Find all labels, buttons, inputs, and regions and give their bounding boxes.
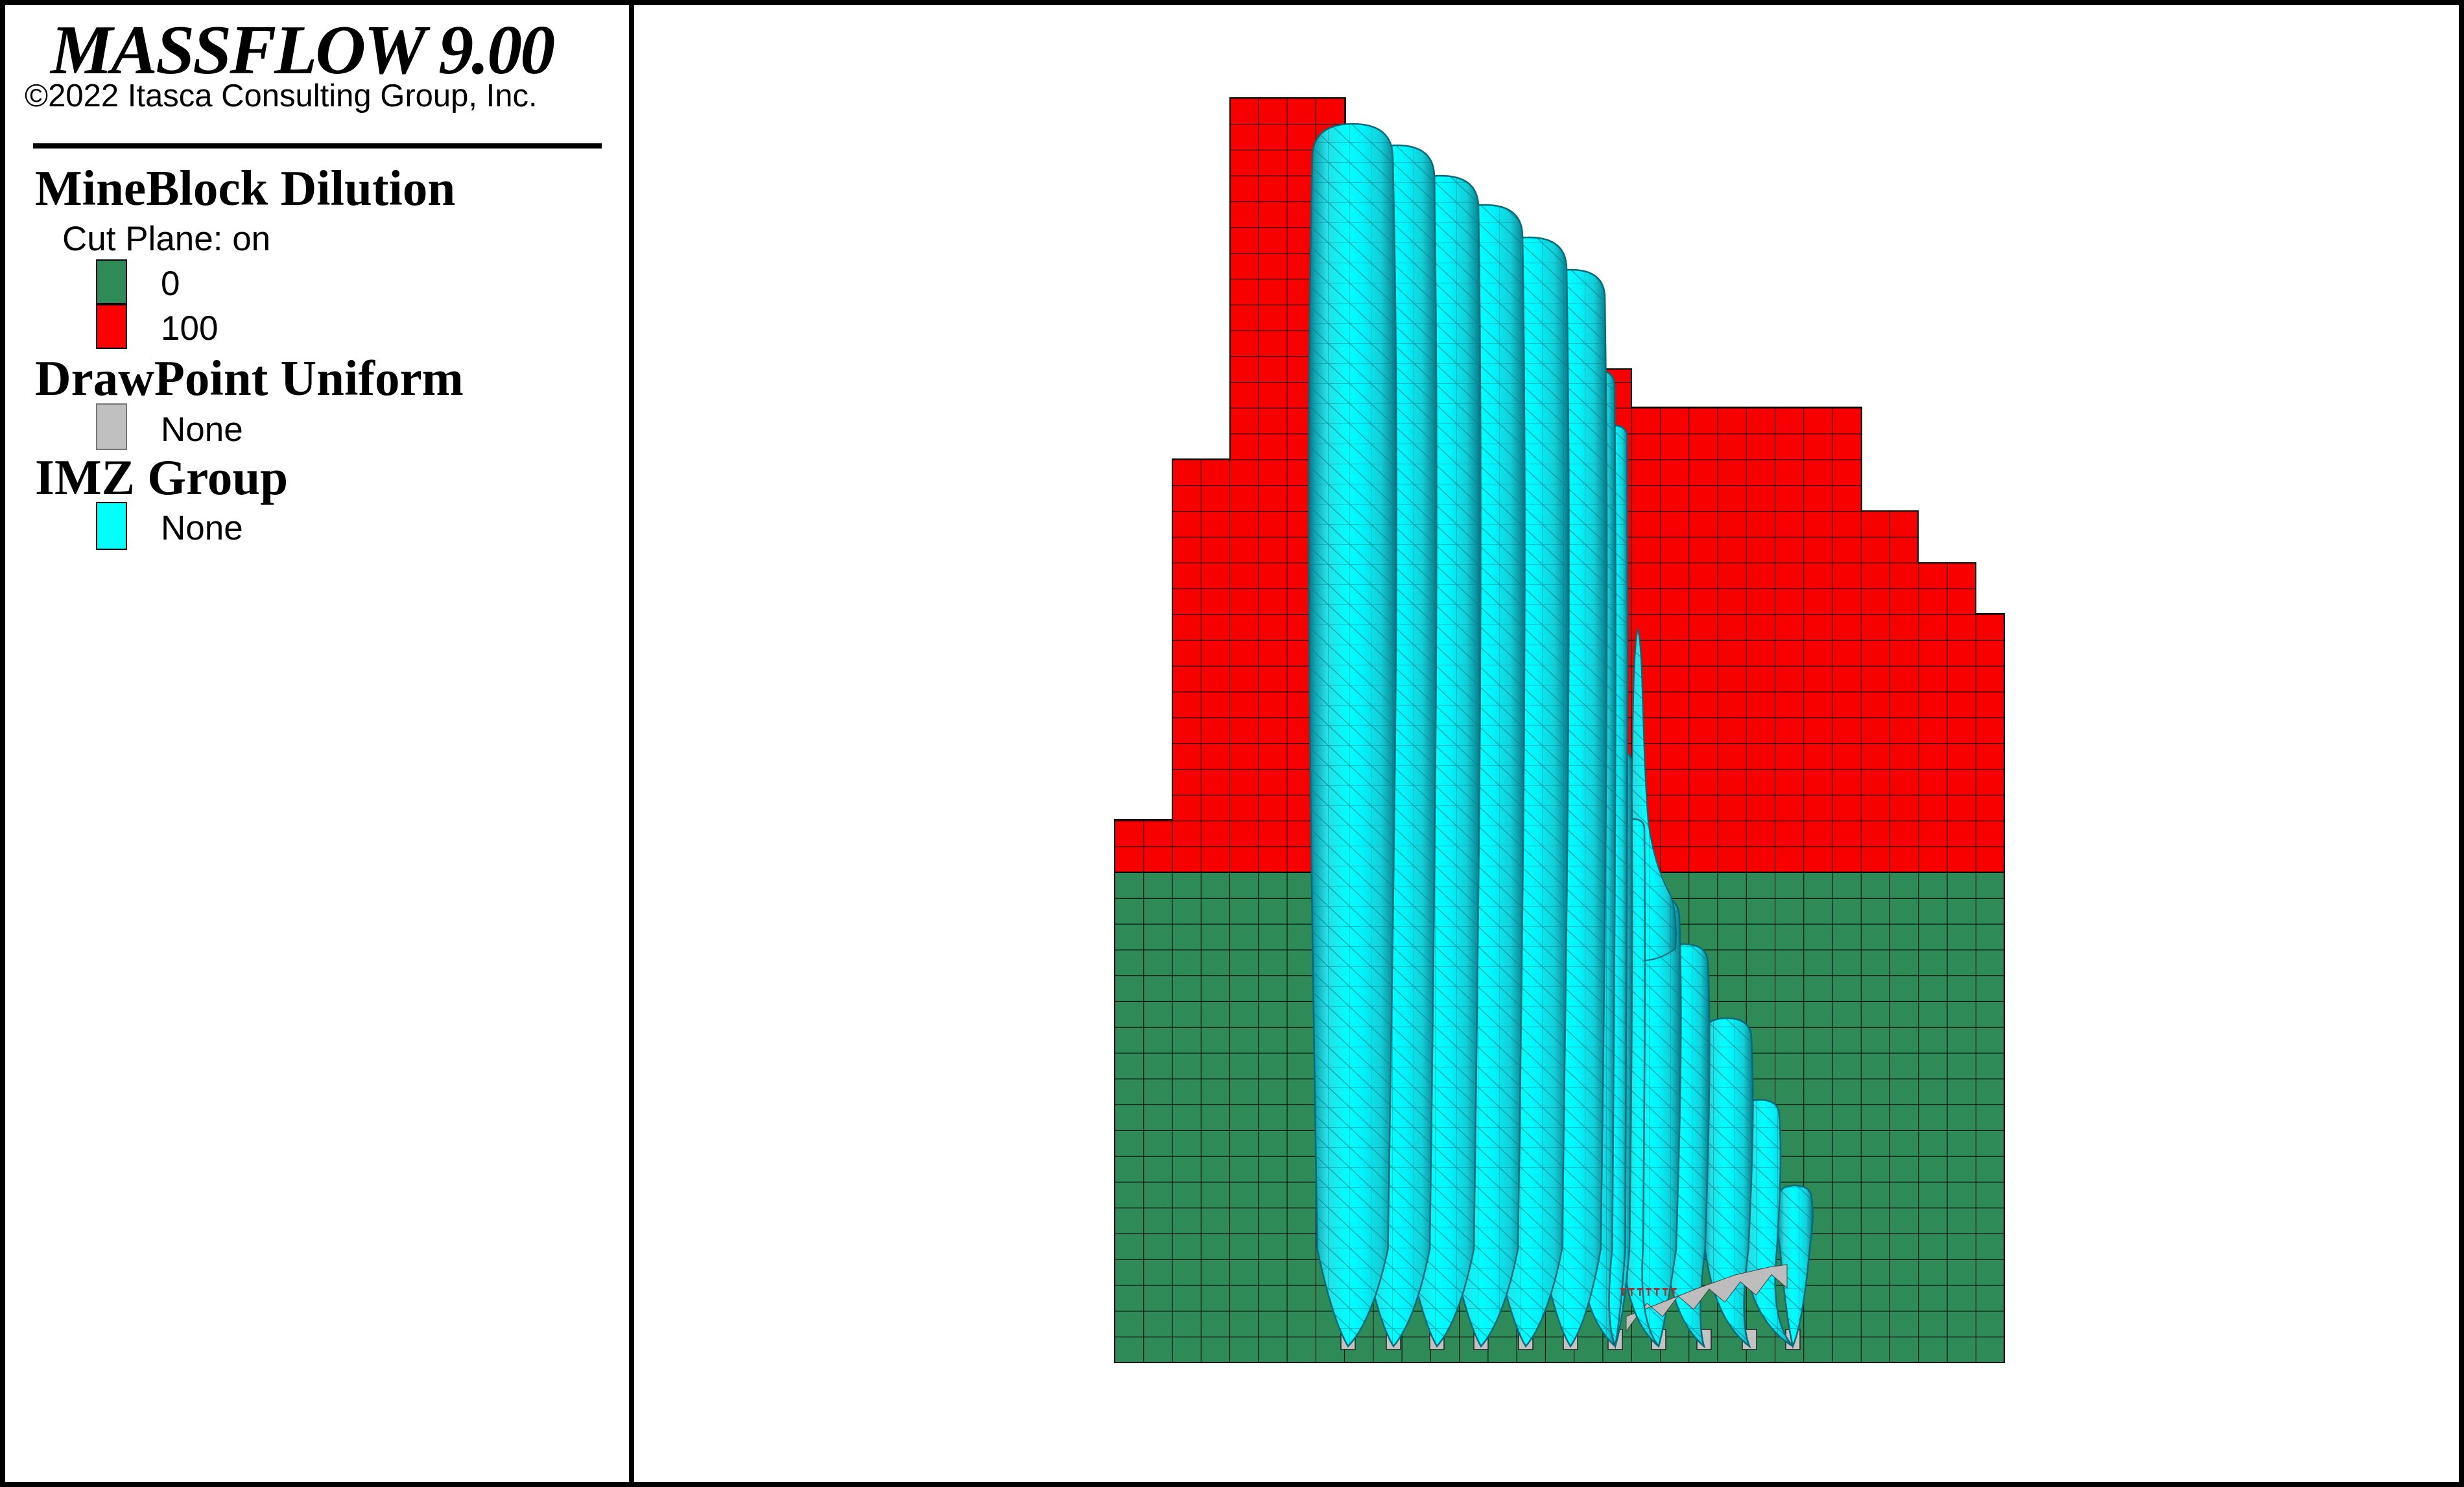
legend-section-drawpoint-title: DrawPoint Uniform bbox=[35, 350, 464, 406]
cutplane-status: Cut Plane: on bbox=[62, 220, 271, 258]
drawpoint-band bbox=[1626, 1264, 1788, 1333]
legend-label-dilution-0: 0 bbox=[161, 265, 180, 303]
legend-label-drawpoint-none: None bbox=[161, 410, 243, 449]
imz-cluster bbox=[1308, 123, 1814, 1350]
drawpoint-tick bbox=[1622, 1288, 1624, 1296]
legend-swatch-imz-none bbox=[96, 502, 127, 550]
drawpoint-tick bbox=[1656, 1288, 1658, 1296]
legend-swatch-drawpoint-none bbox=[96, 403, 127, 450]
legend-swatch-dilution-100 bbox=[96, 304, 127, 349]
drawpoint-tick bbox=[1639, 1288, 1641, 1296]
drawpoint-tick bbox=[1637, 1288, 1643, 1290]
drawpoint-tick bbox=[1663, 1288, 1668, 1290]
legend-divider-rule bbox=[33, 143, 602, 149]
drawpoint-tick bbox=[1620, 1288, 1626, 1290]
legend-section-imz-title: IMZ Group bbox=[35, 449, 289, 505]
drawpoint-tick bbox=[1646, 1288, 1652, 1290]
drawpoint-tick bbox=[1671, 1288, 1677, 1290]
legend-panel: MASSFLOW 9.00 ©2022 Itasca Consulting Gr… bbox=[5, 5, 629, 1482]
legend-label-imz-none: None bbox=[161, 509, 243, 547]
drawpoint-tick bbox=[1648, 1288, 1650, 1296]
copyright-text: ©2022 Itasca Consulting Group, Inc. bbox=[25, 78, 538, 113]
imz-bulb-mesh bbox=[1777, 1185, 1813, 1346]
drawpoint-tick bbox=[1664, 1288, 1666, 1296]
app-title: MASSFLOW 9.00 bbox=[51, 12, 555, 89]
drawpoint-tick bbox=[1654, 1288, 1660, 1290]
legend-label-dilution-100: 100 bbox=[161, 309, 219, 348]
imz-finger-mesh bbox=[1309, 124, 1397, 1346]
model-viewport[interactable] bbox=[5, 5, 2459, 1482]
imz-bulb-mesh bbox=[1700, 1018, 1753, 1346]
drawpoint-tick bbox=[1631, 1288, 1633, 1296]
legend-section-mineblock-title: MineBlock Dilution bbox=[35, 160, 456, 216]
drawpoint-ticks bbox=[1620, 1288, 1677, 1296]
drawpoint-tick bbox=[1673, 1288, 1675, 1296]
legend-swatch-dilution-0 bbox=[96, 259, 127, 304]
panel-divider bbox=[629, 5, 634, 1482]
drawpoint-tick bbox=[1629, 1288, 1635, 1290]
